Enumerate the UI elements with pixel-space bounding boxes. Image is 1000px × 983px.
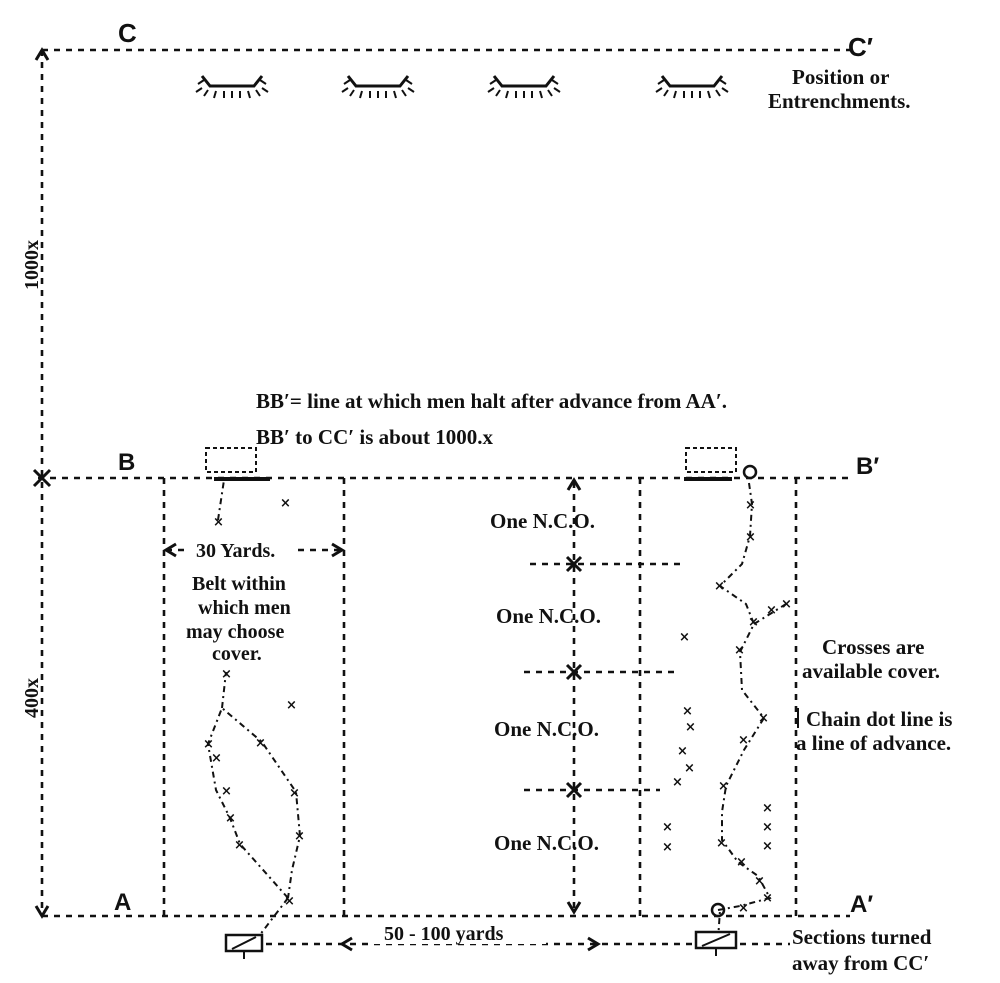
cover-cross: × <box>221 667 232 682</box>
label-a: A <box>114 889 131 916</box>
cover-cross: × <box>736 855 747 870</box>
cover-cross: × <box>682 704 693 719</box>
section-spacing-label: 50 - 100 yards <box>384 923 504 945</box>
cover-cross: × <box>662 820 673 835</box>
belt-text-line2: which men <box>198 597 291 619</box>
cover-cross: × <box>762 820 773 835</box>
left-advance-line <box>255 897 289 941</box>
nco-label: One N.C.O. <box>496 604 601 628</box>
cover-cross: × <box>662 840 673 855</box>
belt-text-line1: Belt within <box>192 573 286 595</box>
crosses-note-line1: Crosses are <box>822 635 924 659</box>
arrow-up-icon <box>34 47 50 61</box>
cover-cross: × <box>745 530 756 545</box>
left-advance-line-top <box>217 479 225 521</box>
arrow-left-icon <box>339 936 353 952</box>
section-turned-icon <box>224 933 264 959</box>
label-c-prime: C′ <box>848 32 873 62</box>
spacing-label-bg <box>374 920 546 944</box>
cover-cross: × <box>679 630 690 645</box>
cover-cross: × <box>286 698 297 713</box>
cover-cross: × <box>255 736 266 751</box>
label-b: B <box>118 449 135 476</box>
chain-note-line2: a line of advance. <box>796 731 951 755</box>
nco-label: One N.C.O. <box>490 509 595 533</box>
left-advance-line <box>206 706 302 899</box>
left-cover-crosses: × × × × × × × × × × × × × <box>203 496 305 909</box>
arrow-right-icon <box>331 542 345 558</box>
halt-point-marker <box>742 464 758 480</box>
cover-cross: × <box>714 579 725 594</box>
section-position-box <box>685 447 737 473</box>
cover-cross: × <box>781 597 792 612</box>
arrow-down-icon <box>566 901 582 915</box>
cover-cross: × <box>213 515 224 530</box>
cover-cross: × <box>203 737 214 752</box>
chain-note-line1: Chain dot line is <box>806 707 952 731</box>
belt-text-line3: may choose <box>186 621 284 643</box>
cover-cross: × <box>762 801 773 816</box>
cover-cross: × <box>716 836 727 851</box>
yards-label-bg <box>184 536 296 562</box>
cover-cross: × <box>234 838 245 853</box>
belt-width-label: 30 Yards. <box>196 540 275 562</box>
cover-cross: × <box>754 874 765 889</box>
bb-definition: BB′= line at which men halt after advanc… <box>256 389 727 413</box>
entrenchment-icon <box>655 75 729 99</box>
cross-point-b-icon <box>32 468 52 488</box>
arrow-right-icon <box>587 936 601 952</box>
entrenchment-icon <box>487 75 561 99</box>
label-c: C <box>118 18 137 48</box>
cover-cross: × <box>758 711 769 726</box>
entrenchment-icon <box>195 75 269 99</box>
cover-cross: × <box>685 720 696 735</box>
arrow-left-icon <box>163 542 177 558</box>
position-label-line1: Position or <box>792 65 889 89</box>
nco-label: One N.C.O. <box>494 831 599 855</box>
cover-cross: × <box>211 751 222 766</box>
cover-cross: × <box>748 615 759 630</box>
entrenchment-icon <box>341 75 415 99</box>
arrow-down-icon <box>34 905 50 919</box>
cover-cross: × <box>684 761 695 776</box>
cover-cross: × <box>762 839 773 854</box>
arrow-up-icon <box>566 477 582 491</box>
cover-cross: × <box>718 779 729 794</box>
cover-cross: × <box>738 901 749 916</box>
right-advance-line-branch <box>753 603 787 625</box>
cover-cross: × <box>284 894 295 909</box>
cover-cross: × <box>225 811 236 826</box>
cover-cross: × <box>672 775 683 790</box>
right-cover-crosses: × × × × × × × × × × × × × × × × × × × × … <box>662 498 792 916</box>
cover-cross: × <box>289 786 300 801</box>
cover-cross: × <box>677 744 688 759</box>
cover-cross: × <box>280 496 291 511</box>
cover-cross: × <box>762 891 773 906</box>
section-turned-icon <box>694 930 738 956</box>
cross-point-icon <box>565 781 583 799</box>
sections-note-line1: Sections turned <box>792 925 932 949</box>
sections-note-line2: away from CC′ <box>792 951 929 975</box>
left-advance-line-upper <box>221 671 227 709</box>
bb-distance: BB′ to CC′ is about 1000.x <box>256 425 494 449</box>
distance-1000: 1000x <box>21 240 43 290</box>
crosses-note-line2: available cover. <box>802 659 940 683</box>
cross-point-icon <box>565 555 583 573</box>
cover-cross: × <box>221 784 232 799</box>
cover-cross: × <box>766 603 777 618</box>
cover-cross: × <box>745 498 756 513</box>
label-b-prime: B′ <box>856 453 879 480</box>
section-position-box <box>205 447 257 473</box>
label-a-prime: A′ <box>850 891 873 918</box>
position-label-line2: Entrenchments. <box>768 89 911 113</box>
right-advance-line <box>717 475 772 911</box>
cover-cross: × <box>734 643 745 658</box>
cover-cross: × <box>294 829 305 844</box>
belt-text-line4: cover. <box>212 643 262 665</box>
distance-400: 400x <box>21 678 43 718</box>
cross-point-icon <box>565 663 583 681</box>
nco-label: One N.C.O. <box>494 717 599 741</box>
cover-cross: × <box>738 733 749 748</box>
